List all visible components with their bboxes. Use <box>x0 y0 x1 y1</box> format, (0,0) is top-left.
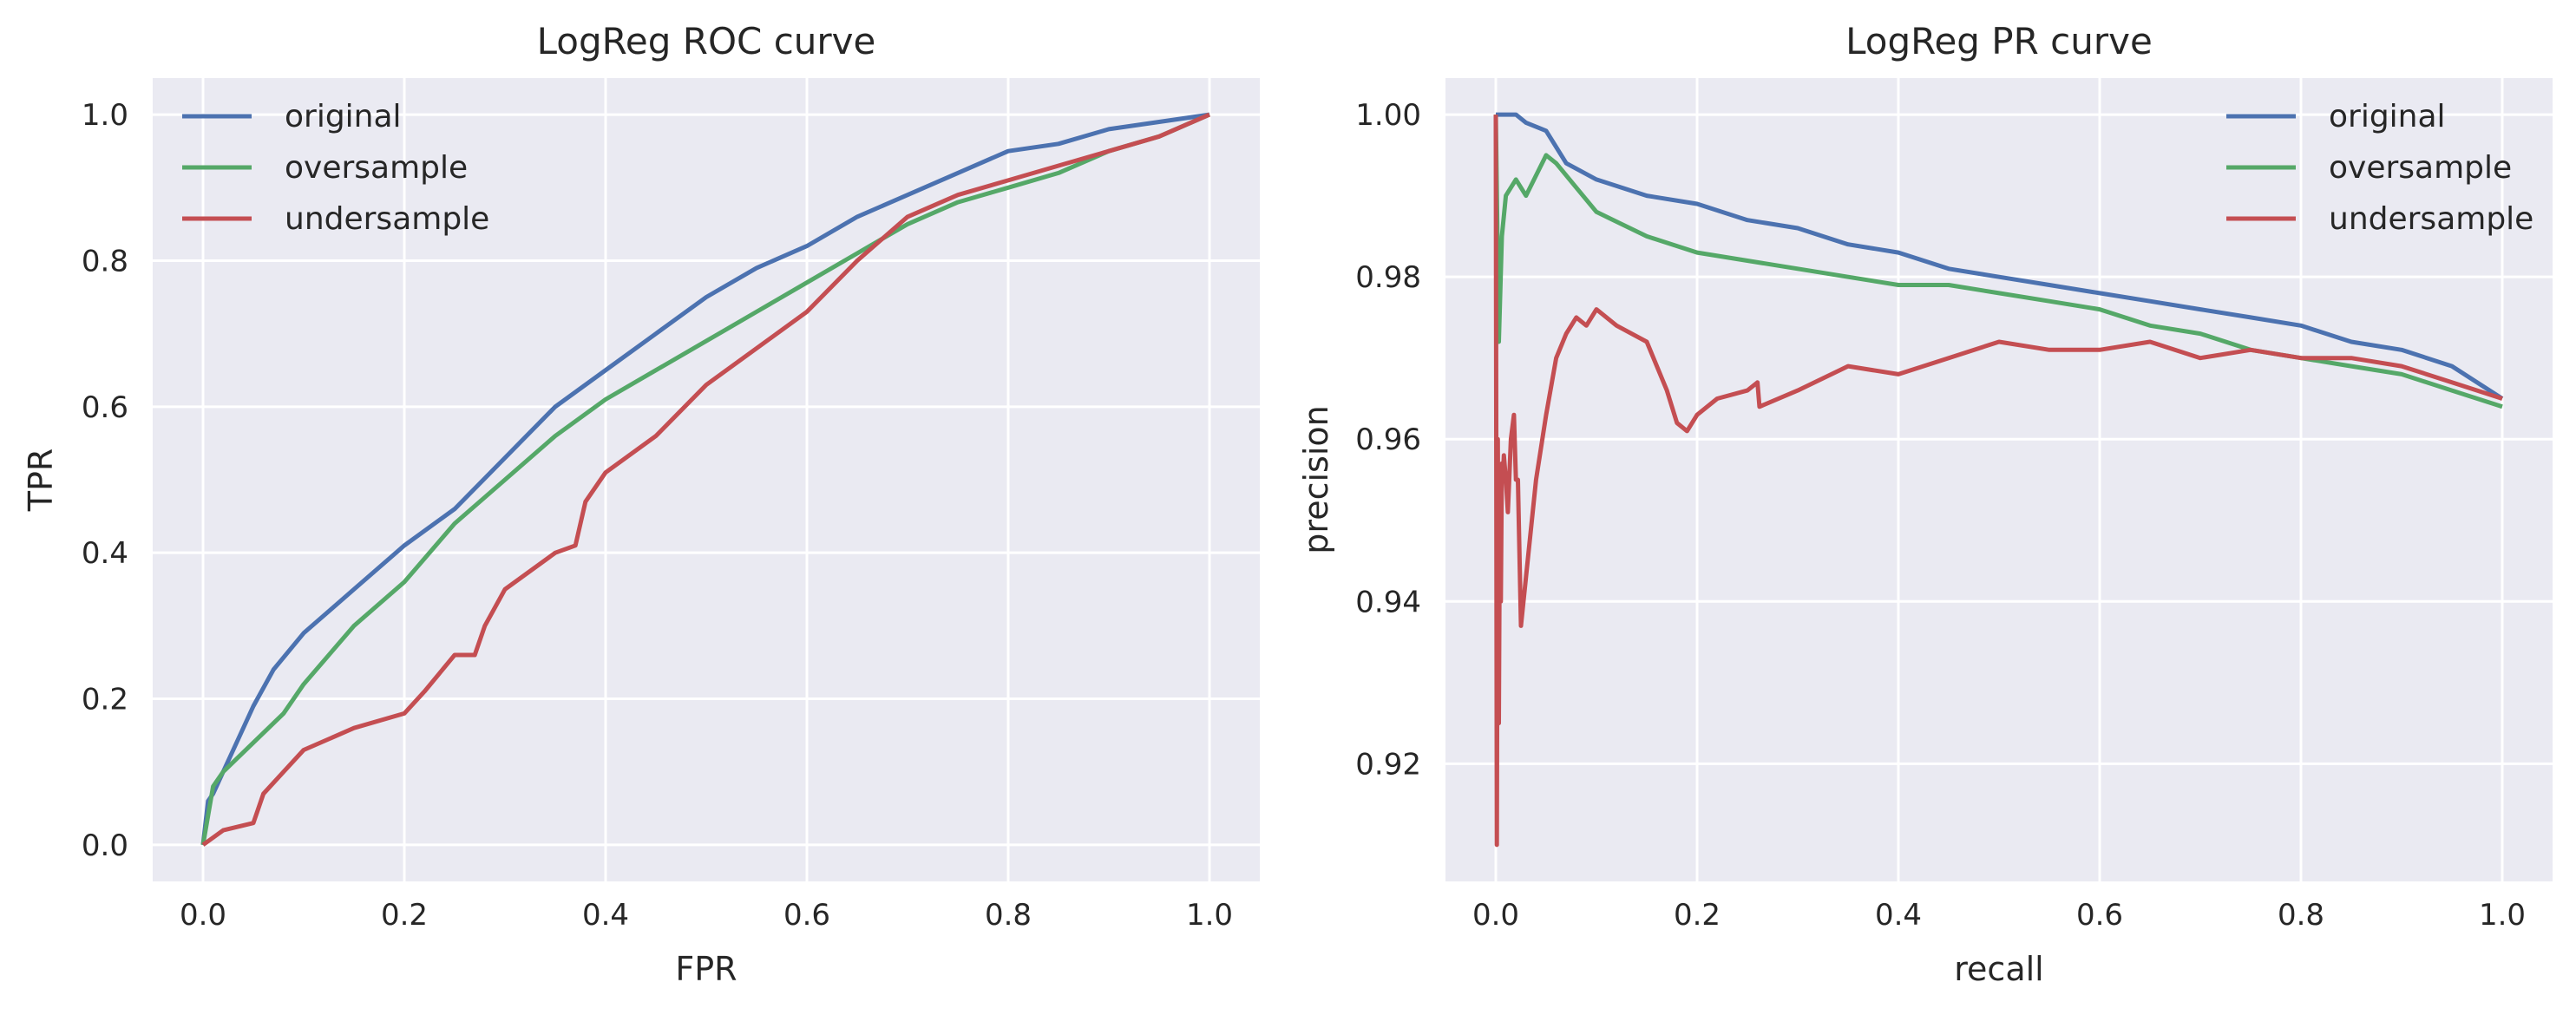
pr-y-tick-label: 0.92 <box>1355 747 1421 782</box>
pr-x-tick-label: 0.0 <box>1472 898 1519 933</box>
pr-y-tick-label: 0.96 <box>1355 422 1421 457</box>
pr-y-tick-label: 1.00 <box>1355 98 1421 133</box>
pr-legend-label: original <box>2329 99 2446 134</box>
pr-x-tick-label: 0.2 <box>1674 898 1721 933</box>
pr-chart-title: LogReg PR curve <box>1845 20 2153 62</box>
roc-y-tick-label: 0.6 <box>82 390 128 425</box>
pr-x-axis-label: recall <box>1954 950 2043 988</box>
roc-chart-title: LogReg ROC curve <box>537 20 876 62</box>
roc-legend-label: oversample <box>285 150 468 186</box>
roc-y-tick-label: 0.2 <box>82 683 128 717</box>
pr-plot-area <box>1445 78 2553 881</box>
roc-x-tick-label: 0.8 <box>985 898 1032 933</box>
pr-y-tick-label: 0.94 <box>1355 585 1421 619</box>
roc-series-layer <box>200 112 1210 847</box>
roc-y-tick-label: 1.0 <box>82 98 128 133</box>
roc-series-original <box>200 112 1210 846</box>
pr-series-original <box>1496 112 2504 401</box>
roc-x-tick-label: 1.0 <box>1186 898 1233 933</box>
roc-legend: original oversample undersample <box>182 99 489 237</box>
roc-series-undersample <box>201 112 1210 847</box>
pr-legend-label: undersample <box>2329 201 2533 237</box>
pr-panel: 0.0 0.2 0.4 0.6 0.8 1.0 0.92 0.94 0.96 0.98 1.00 L… <box>1297 20 2553 988</box>
roc-x-tick-label: 0.6 <box>783 898 830 933</box>
roc-x-tick-label: 0.0 <box>180 898 226 933</box>
roc-y-tick-label: 0.4 <box>82 536 128 571</box>
pr-x-tick-label: 0.6 <box>2076 898 2123 933</box>
roc-x-tick-label: 0.2 <box>381 898 428 933</box>
roc-y-tick-label: 0.8 <box>82 244 128 278</box>
pr-series-layer <box>1493 112 2504 848</box>
roc-legend-label: undersample <box>285 201 489 237</box>
pr-x-tick-label: 1.0 <box>2479 898 2526 933</box>
roc-gridlines <box>153 78 1260 881</box>
pr-x-tick-label: 0.4 <box>1875 898 1922 933</box>
pr-y-tick-label: 0.98 <box>1355 260 1421 295</box>
pr-ticks-layer: 0.0 0.2 0.4 0.6 0.8 1.0 0.92 0.94 0.96 0.98 1.00 <box>1355 98 2526 933</box>
pr-legend-label: oversample <box>2329 150 2512 186</box>
pr-series-undersample <box>1493 115 2503 848</box>
roc-y-tick-label: 0.0 <box>82 828 128 863</box>
pr-legend: original oversample undersample <box>2226 99 2533 237</box>
roc-y-axis-label: TPR <box>22 449 60 513</box>
roc-x-tick-label: 0.4 <box>582 898 629 933</box>
pr-x-tick-label: 0.8 <box>2278 898 2324 933</box>
roc-x-axis-label: FPR <box>675 950 737 988</box>
roc-ticks-layer: 0.0 0.2 0.4 0.6 0.8 1.0 0.0 0.2 0.4 0.6 0.8 1.0 <box>82 98 1233 933</box>
roc-plot-area <box>153 78 1260 881</box>
roc-series-oversample <box>200 112 1210 846</box>
roc-legend-label: original <box>285 99 402 134</box>
pr-y-axis-label: precision <box>1297 405 1335 553</box>
roc-panel: 0.0 0.2 0.4 0.6 0.8 1.0 0.0 0.2 0.4 0.6 0.8 1.0 Log… <box>22 20 1260 988</box>
